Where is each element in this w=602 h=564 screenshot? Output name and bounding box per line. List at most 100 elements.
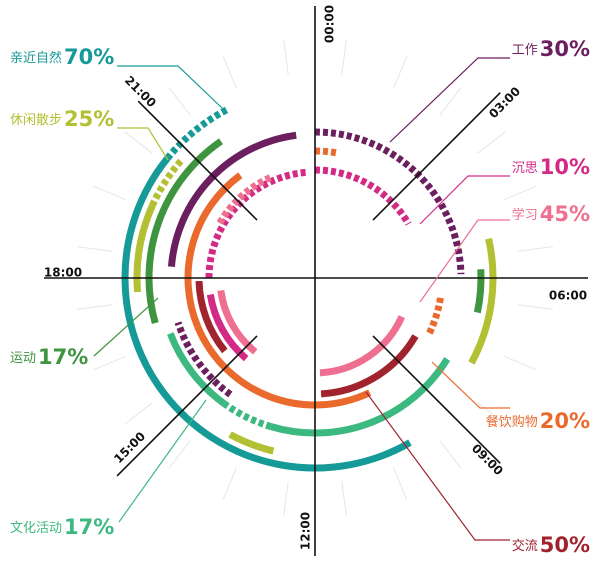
leader-line-餐饮购物 — [431, 361, 510, 409]
arc-休闲散步-solid — [468, 237, 497, 365]
time-label-18: 18:00 — [44, 266, 82, 280]
arc-亲近自然-dotted — [164, 105, 231, 161]
arc-文化活动-solid — [167, 332, 226, 407]
time-label-21: 21:00 — [122, 73, 159, 110]
spoke-line — [504, 185, 537, 201]
time-label-9: 09:00 — [469, 441, 506, 478]
arc-餐饮购物-dotted — [314, 147, 339, 157]
spoke-line — [439, 87, 462, 116]
arc-学习-solid — [319, 315, 405, 377]
leader-line-工作 — [389, 57, 510, 143]
spoke-line — [504, 355, 537, 371]
arc-文化活动-dotted — [221, 400, 273, 430]
category-label-运动: 运动17% — [10, 345, 88, 369]
diagonal-axis-15 — [116, 335, 258, 477]
category-label-工作: 工作30% — [512, 37, 590, 61]
category-percent: 17% — [64, 515, 114, 539]
leader-line-沉思 — [419, 175, 510, 225]
spoke-line — [222, 467, 238, 500]
leader-line-文化活动 — [118, 399, 207, 523]
faint-spokes — [76, 39, 554, 517]
category-percent: 45% — [540, 202, 590, 226]
leader-line-亲近自然 — [117, 65, 223, 109]
category-name: 工作 — [512, 43, 538, 58]
spoke-line — [392, 467, 408, 500]
spoke-line — [518, 304, 554, 310]
category-percent: 70% — [64, 45, 114, 69]
spoke-line — [477, 402, 506, 425]
spoke-line — [124, 131, 153, 154]
spoke-line — [76, 246, 112, 252]
arc-休闲散步-solid — [133, 204, 156, 293]
spoke-line — [222, 56, 238, 89]
arc-沉思-solid — [206, 293, 249, 362]
arc-学习-solid — [217, 289, 258, 355]
category-name: 亲近自然 — [10, 50, 62, 66]
arc-亲近自然-solid — [121, 156, 412, 472]
time-label-0: 00:00 — [323, 5, 337, 43]
arc-工作-solid — [167, 131, 297, 267]
arc-工作-dotted — [174, 321, 233, 398]
spoke-line — [439, 440, 462, 469]
arc-交流-solid — [320, 334, 419, 398]
arc-餐饮购物-solid — [184, 172, 243, 328]
leader-line-交流 — [365, 391, 510, 541]
arc-休闲散步-dotted — [149, 156, 186, 208]
category-label-餐饮购物: 餐饮购物20% — [486, 409, 590, 433]
time-label-3: 03:00 — [486, 84, 523, 121]
diagonal-axis-21 — [137, 100, 258, 221]
category-label-亲近自然: 亲近自然70% — [10, 45, 114, 69]
spoke-line — [341, 481, 347, 517]
clock-axes — [44, 6, 588, 556]
category-percent: 50% — [540, 533, 590, 557]
category-percent: 20% — [540, 409, 590, 433]
category-percent: 10% — [540, 155, 590, 179]
time-label-12: 12:00 — [299, 512, 313, 550]
arc-休闲散步-solid — [228, 431, 275, 455]
leader-line-学习 — [419, 219, 510, 303]
category-name: 文化活动 — [10, 521, 62, 536]
diagonal-axis-9 — [372, 335, 501, 464]
arc-运动-solid — [145, 138, 223, 325]
arc-工作-dotted — [314, 128, 465, 275]
spoke-line — [93, 185, 126, 201]
arc-交流-solid — [195, 280, 228, 354]
spoke-line — [477, 131, 506, 154]
category-percent: 17% — [38, 345, 88, 369]
spoke-line — [76, 304, 112, 310]
spoke-line — [93, 355, 126, 371]
spoke-line — [518, 246, 554, 252]
arc-餐饮购物-dotted — [425, 297, 444, 338]
category-label-学习: 学习45% — [512, 202, 590, 226]
spoke-line — [283, 481, 289, 517]
spoke-line — [392, 56, 408, 89]
category-labels: 亲近自然70%休闲散步25%运动17%文化活动17%工作30%沉思10%学习45… — [10, 37, 590, 557]
category-label-休闲散步: 休闲散步25% — [10, 107, 114, 131]
spoke-line — [124, 402, 153, 425]
arc-沉思-dotted — [205, 168, 307, 279]
category-name: 餐饮购物 — [486, 414, 538, 430]
spoke-line — [168, 87, 191, 116]
time-label-6: 06:00 — [549, 289, 587, 303]
leader-line-休闲散步 — [117, 127, 169, 161]
arc-运动-solid — [473, 269, 485, 314]
leader-line-运动 — [93, 297, 159, 357]
activity-arcs — [121, 105, 497, 472]
spoke-line — [283, 39, 289, 75]
spoke-line — [341, 39, 347, 75]
category-percent: 25% — [64, 107, 114, 131]
category-name: 沉思 — [512, 161, 538, 176]
category-name: 学习 — [512, 207, 538, 223]
category-name: 休闲散步 — [10, 113, 62, 128]
arc-学习-dotted — [216, 173, 275, 225]
spoke-line — [168, 440, 191, 469]
category-label-文化活动: 文化活动17% — [10, 515, 114, 539]
category-percent: 30% — [540, 37, 590, 61]
arc-沉思-dotted — [314, 166, 412, 226]
category-label-沉思: 沉思10% — [512, 155, 590, 179]
time-label-15: 15:00 — [111, 429, 148, 466]
diagonal-axis-3 — [372, 92, 501, 221]
category-name: 交流 — [512, 538, 538, 554]
